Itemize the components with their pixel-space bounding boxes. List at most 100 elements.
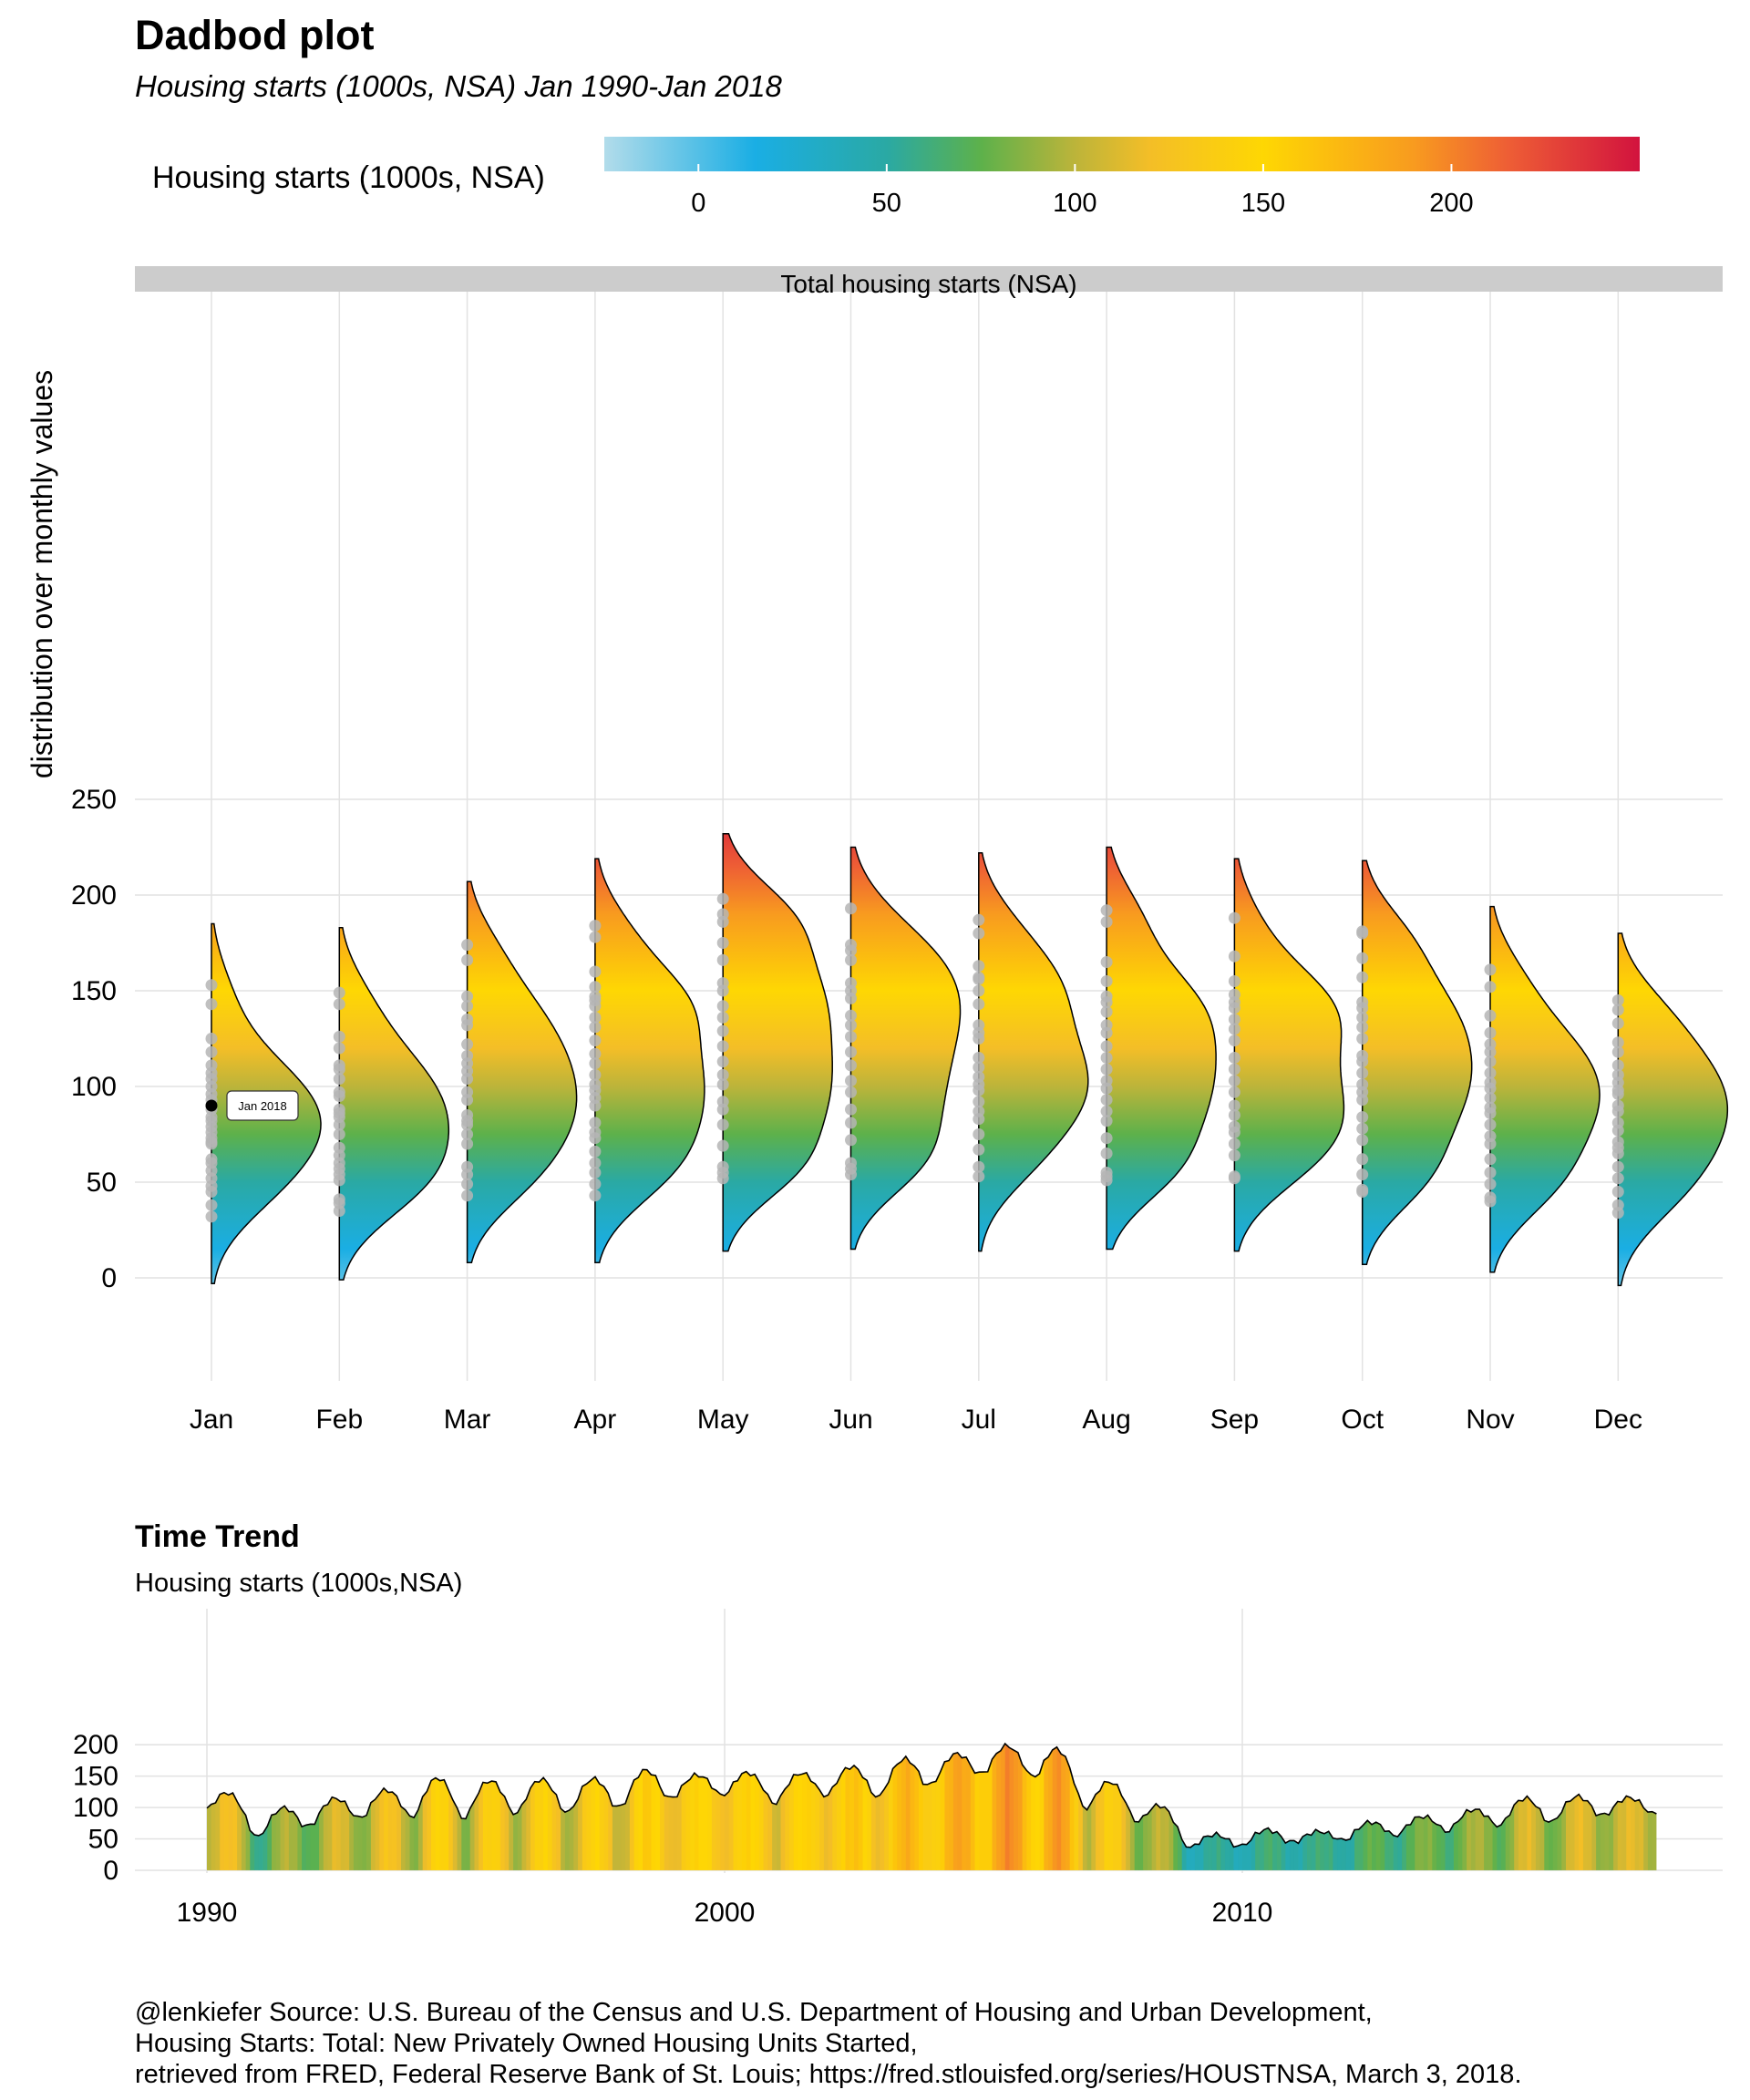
trend-bar (802, 1744, 808, 1870)
trend-bar (513, 1744, 519, 1870)
trend-bar (496, 1744, 501, 1870)
trend-bar (1129, 1744, 1136, 1870)
data-point (205, 1138, 218, 1150)
violin-mar (466, 880, 578, 1263)
trend-bar (349, 1744, 355, 1870)
legend-tick-label: 150 (1241, 189, 1285, 218)
trend-bar (1497, 1744, 1502, 1870)
trend-bar (401, 1744, 407, 1870)
trend-bar (621, 1744, 626, 1870)
trend-bar (543, 1744, 549, 1870)
trend-bar (1621, 1744, 1627, 1870)
trend-bar (1514, 1744, 1519, 1870)
trend-bar (305, 1744, 312, 1870)
trend-bar (849, 1744, 855, 1870)
trend-bar (1009, 1744, 1014, 1870)
trend-bar (245, 1744, 251, 1870)
trend-bar (1531, 1744, 1537, 1870)
trend-bar (228, 1744, 234, 1870)
trend-bar (297, 1744, 303, 1870)
data-point (1228, 1109, 1240, 1121)
data-point (1100, 996, 1113, 1009)
data-point (845, 1086, 857, 1098)
trend-bar (755, 1744, 760, 1870)
trend-bar (1251, 1744, 1256, 1870)
data-point (205, 1186, 218, 1198)
data-point (589, 1178, 602, 1190)
data-point (973, 998, 985, 1011)
trend-bar (1026, 1744, 1032, 1870)
trend-bar (1479, 1744, 1485, 1870)
trend-bar (479, 1744, 484, 1870)
data-point (1611, 1004, 1624, 1016)
data-point (1611, 1186, 1624, 1198)
trend-bar (823, 1744, 829, 1870)
trend-bar (573, 1744, 579, 1870)
data-point (1484, 981, 1497, 993)
data-point (333, 1128, 345, 1140)
data-point (973, 1128, 985, 1140)
data-point (1611, 994, 1624, 1006)
trend-bar (1574, 1744, 1580, 1870)
trend-bar (302, 1744, 307, 1870)
trend-bar (1285, 1744, 1291, 1870)
data-point (1611, 1017, 1624, 1030)
trend-bar (357, 1744, 364, 1870)
data-point (333, 1090, 345, 1102)
trend-bar (1656, 1742, 1661, 1870)
trend-bar (340, 1744, 346, 1870)
trend-bar (1626, 1744, 1632, 1870)
trend-bar (728, 1744, 735, 1870)
trend-bar (1652, 1744, 1657, 1870)
trend-bar (845, 1744, 850, 1870)
trend-bar (417, 1744, 424, 1870)
data-point (1484, 1138, 1497, 1150)
data-point (1228, 911, 1240, 924)
data-point (1100, 1132, 1113, 1145)
trend-y-tick-label: 100 (73, 1793, 118, 1823)
legend-tick-label: 100 (1053, 189, 1096, 218)
trend-bar (1613, 1744, 1619, 1870)
trend-bar (1432, 1744, 1437, 1870)
trend-bar (1211, 1744, 1218, 1870)
data-point (973, 1033, 985, 1045)
trend-bar (767, 1744, 773, 1870)
trend-bar (983, 1744, 989, 1870)
violin-jun (849, 846, 962, 1251)
data-point (1484, 1082, 1497, 1095)
trend-bar (1604, 1744, 1610, 1870)
legend-tick-label: 0 (691, 189, 705, 218)
data-point (461, 1019, 474, 1032)
trend-y-tick-label: 50 (88, 1825, 118, 1855)
trend-bar (651, 1744, 656, 1870)
trend-bar (1233, 1744, 1239, 1870)
trend-bar (703, 1744, 708, 1870)
data-point (716, 1000, 729, 1013)
data-point (1484, 1026, 1497, 1039)
trend-bar (499, 1744, 506, 1870)
y-axis-label: distribution over monthly values (26, 370, 58, 778)
data-point (1228, 950, 1240, 962)
data-point (461, 1128, 474, 1140)
data-point (461, 1073, 474, 1086)
data-point (716, 1024, 729, 1037)
trend-bar (974, 1744, 980, 1870)
data-point (1484, 1092, 1497, 1105)
trend-bar (1104, 1744, 1109, 1870)
data-point (205, 1210, 218, 1223)
data-point (589, 1021, 602, 1034)
data-point (973, 1170, 985, 1183)
trend-bar (832, 1744, 838, 1870)
trend-bar (772, 1744, 777, 1870)
data-point (845, 1075, 857, 1087)
trend-bar (1535, 1744, 1541, 1870)
data-point (1611, 1148, 1624, 1159)
data-point (1356, 1134, 1369, 1147)
trend-bar (474, 1744, 479, 1870)
trend-bar (384, 1744, 389, 1870)
data-point (845, 1168, 857, 1181)
trend-bar (1255, 1744, 1261, 1870)
trend-bar (1328, 1744, 1334, 1870)
data-point (589, 931, 602, 943)
trend-bar (1405, 1744, 1412, 1870)
